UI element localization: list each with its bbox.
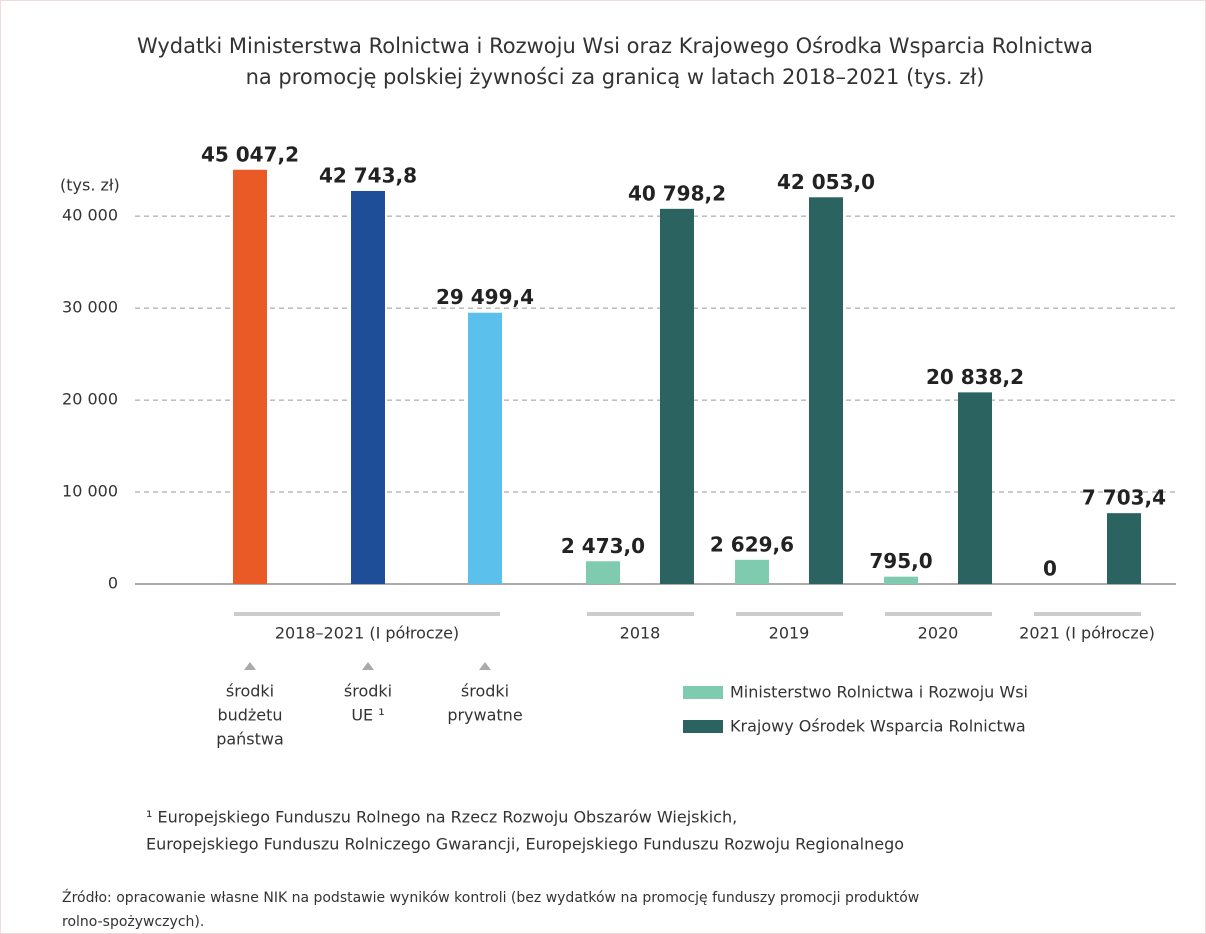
x-tick-label: 2021 (I półrocze) (1019, 624, 1155, 643)
y-tick-label: 40 000 (62, 206, 118, 225)
bar (468, 312, 502, 584)
source: Źródło: opracowanie własne NIK na podsta… (62, 888, 919, 906)
y-tick-label: 0 (108, 574, 118, 593)
source-label: państwa (216, 730, 284, 749)
bar (809, 197, 843, 585)
bar (586, 561, 620, 584)
source-label: UE ¹ (351, 706, 384, 725)
footnote: Europejskiego Funduszu Rolniczego Gwaran… (146, 835, 904, 854)
bar (884, 576, 918, 584)
value-label: 42 053,0 (777, 170, 875, 194)
source-label: środki (461, 682, 509, 701)
category-underline (885, 612, 992, 616)
x-tick-label: 2020 (918, 624, 959, 643)
chart-title: Wydatki Ministerstwa Rolnictwa i Rozwoju… (137, 34, 1093, 58)
bar (351, 190, 385, 585)
y-axis-label: (tys. zł) (60, 176, 120, 195)
category-underline (587, 612, 694, 616)
x-tick-label: 2018–2021 (I półrocze) (275, 624, 459, 643)
value-label: 40 798,2 (628, 181, 726, 205)
value-label: 0 (1043, 557, 1057, 581)
value-label: 42 743,8 (319, 163, 417, 187)
category-underline (1034, 612, 1141, 616)
y-tick-label: 20 000 (62, 390, 118, 409)
marker-triangle (244, 662, 256, 670)
bar (958, 392, 992, 584)
chart-title: na promocję polskiej żywności za granicą… (246, 65, 985, 89)
source-label: środki (226, 682, 274, 701)
value-label: 7 703,4 (1082, 486, 1166, 510)
legend-label: Ministerstwo Rolnictwa i Rozwoju Wsi (730, 683, 1028, 702)
source-label: prywatne (447, 706, 522, 725)
y-tick-label: 10 000 (62, 482, 118, 501)
legend-label: Krajowy Ośrodek Wsparcia Rolnictwa (730, 717, 1026, 736)
legend-swatch (683, 720, 723, 733)
marker-triangle (362, 662, 374, 670)
value-label: 795,0 (869, 549, 932, 573)
value-label: 45 047,2 (201, 142, 299, 166)
legend-swatch (683, 686, 723, 699)
source-label: środki (344, 682, 392, 701)
value-label: 2 629,6 (710, 532, 794, 556)
x-tick-label: 2018 (620, 624, 661, 643)
value-label: 2 473,0 (561, 534, 645, 558)
y-tick-label: 30 000 (62, 298, 118, 317)
category-underline (234, 612, 500, 616)
value-label: 20 838,2 (926, 365, 1024, 389)
bar (660, 208, 694, 585)
value-label: 29 499,4 (436, 285, 534, 309)
source: rolno-spożywczych). (62, 914, 204, 930)
footnote: ¹ Europejskiego Funduszu Rolnego na Rzec… (146, 808, 737, 827)
marker-triangle (479, 662, 491, 670)
bar (735, 559, 769, 584)
category-underline (736, 612, 843, 616)
source-label: budżetu (217, 706, 282, 725)
bar (233, 169, 267, 585)
bar (1107, 513, 1141, 584)
x-tick-label: 2019 (769, 624, 810, 643)
